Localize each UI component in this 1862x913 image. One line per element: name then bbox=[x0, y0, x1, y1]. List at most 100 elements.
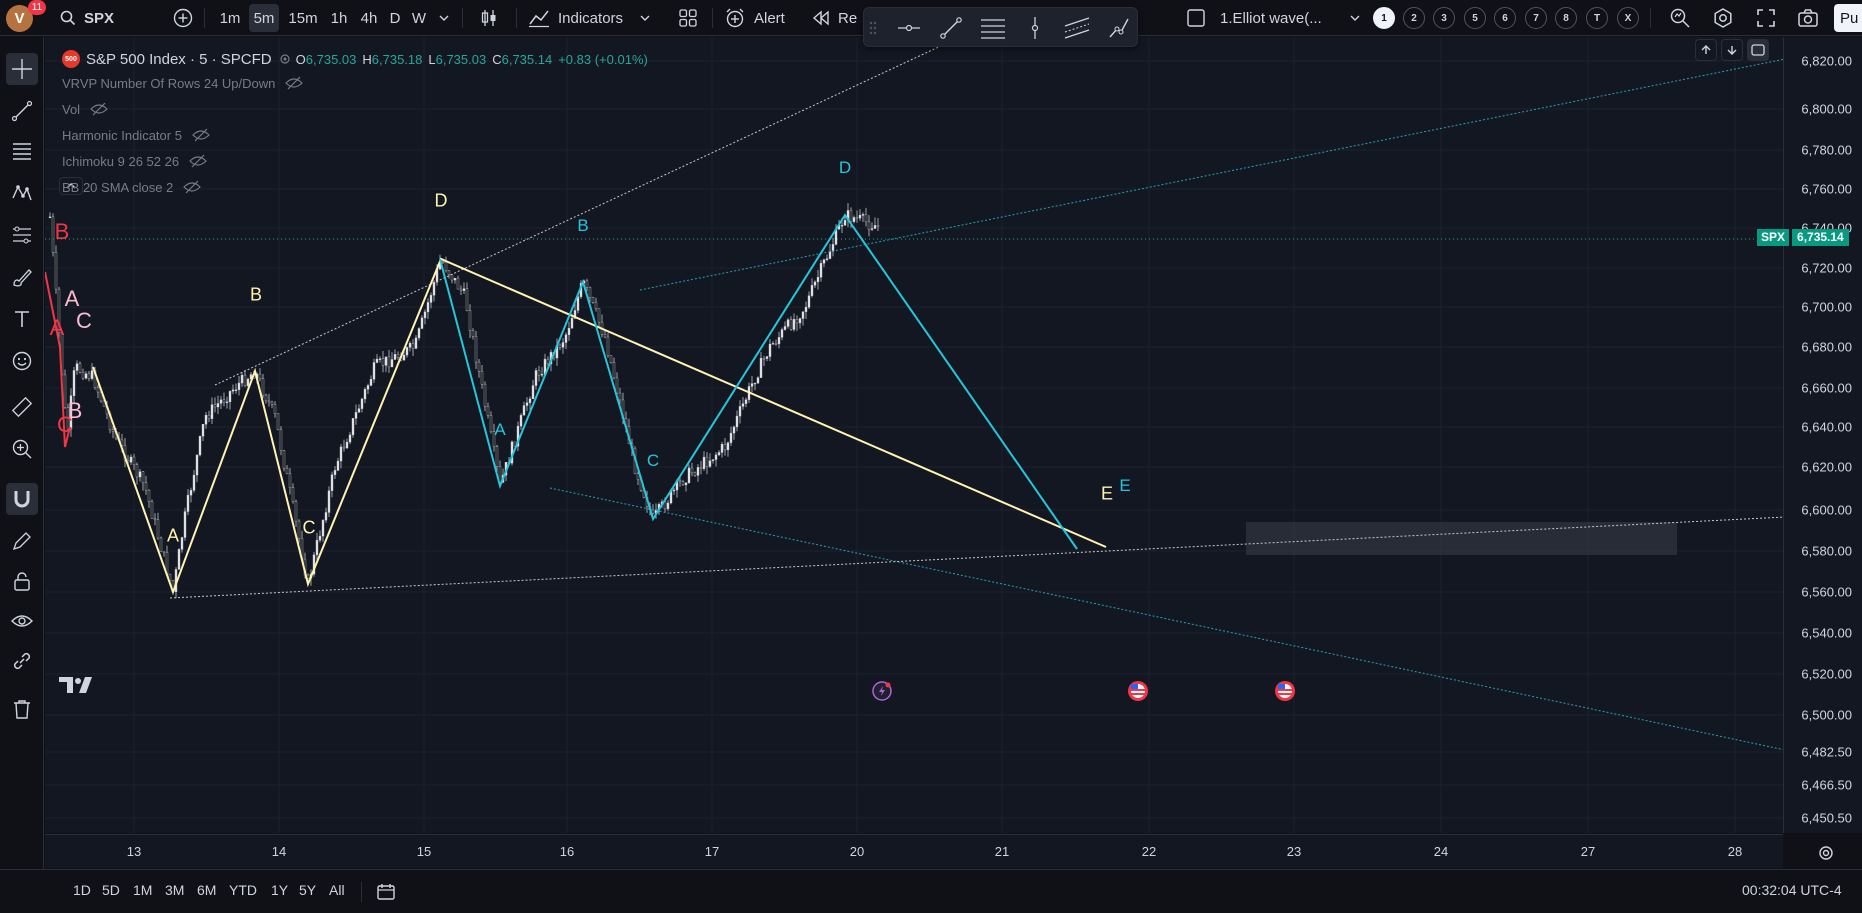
layout-slot-2[interactable]: 2 bbox=[1403, 7, 1425, 29]
layout-slot-3[interactable]: 3 bbox=[1433, 7, 1455, 29]
text-tool[interactable] bbox=[6, 303, 38, 335]
indicator-bb[interactable]: BB 20 SMA close 2 bbox=[62, 174, 648, 200]
interval-dropdown[interactable] bbox=[432, 4, 456, 32]
sync-drawings-tool[interactable] bbox=[6, 645, 38, 677]
cyan-lower-line[interactable] bbox=[549, 487, 1783, 751]
parallel-channel-tool[interactable] bbox=[1062, 14, 1092, 42]
chart-pane[interactable]: A B C D E A B C D E A B C B A C bbox=[45, 37, 1783, 833]
alert-button[interactable]: Alert bbox=[724, 4, 794, 32]
templates-button[interactable] bbox=[674, 4, 702, 32]
publish-button[interactable]: Pu bbox=[1834, 4, 1862, 32]
range-all[interactable]: All bbox=[329, 882, 345, 898]
interval-1m[interactable]: 1m bbox=[219, 9, 241, 27]
chart-type-button[interactable] bbox=[474, 4, 504, 32]
layout-slot-5[interactable]: 5 bbox=[1464, 7, 1486, 29]
replay-button[interactable]: Re bbox=[812, 4, 862, 32]
indicator-ichimoku[interactable]: Ichimoku 9 26 52 26 bbox=[62, 148, 648, 174]
indicator-harmonic[interactable]: Harmonic Indicator 5 bbox=[62, 122, 648, 148]
range-1y[interactable]: 1Y bbox=[271, 882, 289, 898]
fullscreen-button[interactable] bbox=[1751, 4, 1781, 32]
interval-w[interactable]: W bbox=[411, 9, 427, 27]
time-axis[interactable]: 13 14 15 16 17 20 21 22 23 24 27 28 bbox=[45, 834, 1783, 868]
target-zone[interactable] bbox=[1246, 522, 1677, 555]
interval-4h[interactable]: 4h bbox=[360, 9, 378, 27]
drag-handle[interactable] bbox=[866, 14, 880, 42]
white-upper-line[interactable] bbox=[214, 37, 961, 386]
clock-timezone[interactable]: 00:32:04 UTC-4 bbox=[1742, 882, 1842, 898]
eye-off-icon[interactable] bbox=[183, 180, 202, 194]
interval-1h[interactable]: 1h bbox=[330, 9, 348, 27]
ruler-tool[interactable] bbox=[6, 391, 38, 423]
zoom-in-tool[interactable] bbox=[6, 433, 38, 465]
symbol-legend[interactable]: 500 S&P 500 Index · 5 · SPCFD O 6,735.03 … bbox=[62, 48, 648, 70]
axis-settings-button[interactable] bbox=[1812, 839, 1840, 867]
interval-15m[interactable]: 15m bbox=[288, 9, 318, 27]
layout-name[interactable]: 1.Elliot wave(... bbox=[1220, 9, 1322, 27]
event-marker-us-flag-1[interactable] bbox=[1128, 681, 1148, 701]
trend-line-tool[interactable] bbox=[6, 95, 38, 127]
yellow-wave-abcde[interactable] bbox=[92, 257, 1107, 595]
crosshair-tool[interactable] bbox=[6, 53, 38, 85]
symbol-search[interactable]: SPX bbox=[60, 4, 170, 32]
magnet-tool[interactable] bbox=[6, 483, 38, 515]
range-5d[interactable]: 5D bbox=[102, 882, 120, 898]
icon-tool[interactable] bbox=[6, 345, 38, 377]
interval-5m[interactable]: 5m bbox=[249, 4, 279, 32]
cyan-wave-abcde[interactable] bbox=[439, 213, 1078, 550]
layout-slot-8[interactable]: 8 bbox=[1555, 7, 1577, 29]
layout-slot-t[interactable]: T bbox=[1586, 7, 1608, 29]
cyan-upper-line[interactable] bbox=[639, 58, 1783, 291]
range-5y[interactable]: 5Y bbox=[299, 882, 317, 898]
patterns-tool[interactable] bbox=[6, 177, 38, 209]
layout-slot-1[interactable]: 1 bbox=[1373, 7, 1395, 29]
lock-drawings-tool[interactable] bbox=[6, 565, 38, 597]
collapse-legend-button[interactable] bbox=[59, 177, 83, 195]
eye-off-icon[interactable] bbox=[192, 128, 210, 142]
indicators-button[interactable]: Indicators bbox=[528, 4, 668, 32]
event-marker-lightning[interactable] bbox=[872, 681, 892, 701]
fib-tool-2[interactable] bbox=[978, 14, 1008, 42]
layout-slot-6[interactable]: 6 bbox=[1494, 7, 1516, 29]
interval-d[interactable]: D bbox=[389, 9, 401, 27]
maximize-pane-button[interactable] bbox=[1747, 39, 1769, 61]
layout-slot-7[interactable]: 7 bbox=[1525, 7, 1547, 29]
horizontal-ray-tool[interactable] bbox=[894, 14, 924, 42]
candle-body bbox=[393, 354, 397, 360]
indicator-vol[interactable]: Vol bbox=[62, 96, 648, 122]
remove-drawings-tool[interactable] bbox=[6, 693, 38, 725]
price-axis[interactable]: 6,820.00 6,800.00 6,780.00 6,760.00 6,740.00… bbox=[1783, 37, 1862, 833]
forecast-tool[interactable] bbox=[6, 219, 38, 251]
stay-drawing-tool[interactable] bbox=[6, 525, 38, 557]
indicator-vrvp[interactable]: VRVP Number Of Rows 24 Up/Down bbox=[62, 70, 648, 96]
range-3m[interactable]: 3M bbox=[165, 882, 185, 898]
compare-symbol-button[interactable] bbox=[170, 4, 196, 32]
layout-slot-x[interactable]: X bbox=[1617, 7, 1639, 29]
scroll-down-button[interactable] bbox=[1721, 39, 1743, 61]
event-marker-us-flag-2[interactable] bbox=[1275, 681, 1295, 701]
candle-body bbox=[324, 512, 328, 521]
trend-line-tool-2[interactable] bbox=[936, 14, 966, 42]
quick-search-button[interactable] bbox=[1665, 4, 1695, 32]
hide-drawings-tool[interactable] bbox=[6, 605, 38, 637]
date-range-button[interactable] bbox=[372, 878, 400, 906]
candle-body bbox=[768, 343, 772, 357]
brush-tool[interactable] bbox=[6, 261, 38, 293]
layout-dropdown[interactable] bbox=[1345, 4, 1365, 32]
price-chart[interactable] bbox=[45, 37, 1783, 833]
snapshot-button[interactable] bbox=[1793, 4, 1823, 32]
scroll-up-button[interactable] bbox=[1695, 39, 1717, 61]
range-ytd[interactable]: YTD bbox=[229, 882, 257, 898]
red-wave-line[interactable] bbox=[45, 271, 71, 448]
eye-off-icon[interactable] bbox=[90, 102, 108, 116]
range-1d[interactable]: 1D bbox=[73, 882, 91, 898]
upper-channel-line[interactable] bbox=[169, 516, 1783, 599]
range-6m[interactable]: 6M bbox=[197, 882, 217, 898]
eye-off-icon[interactable] bbox=[189, 154, 207, 168]
path-tool[interactable] bbox=[1104, 14, 1134, 42]
settings-button[interactable] bbox=[1708, 4, 1738, 32]
eye-off-icon[interactable] bbox=[285, 76, 304, 90]
vertical-line-tool[interactable] bbox=[1020, 14, 1050, 42]
layout-toggle[interactable] bbox=[1182, 4, 1210, 32]
fib-tool[interactable] bbox=[6, 135, 38, 167]
range-1m[interactable]: 1M bbox=[133, 882, 153, 898]
